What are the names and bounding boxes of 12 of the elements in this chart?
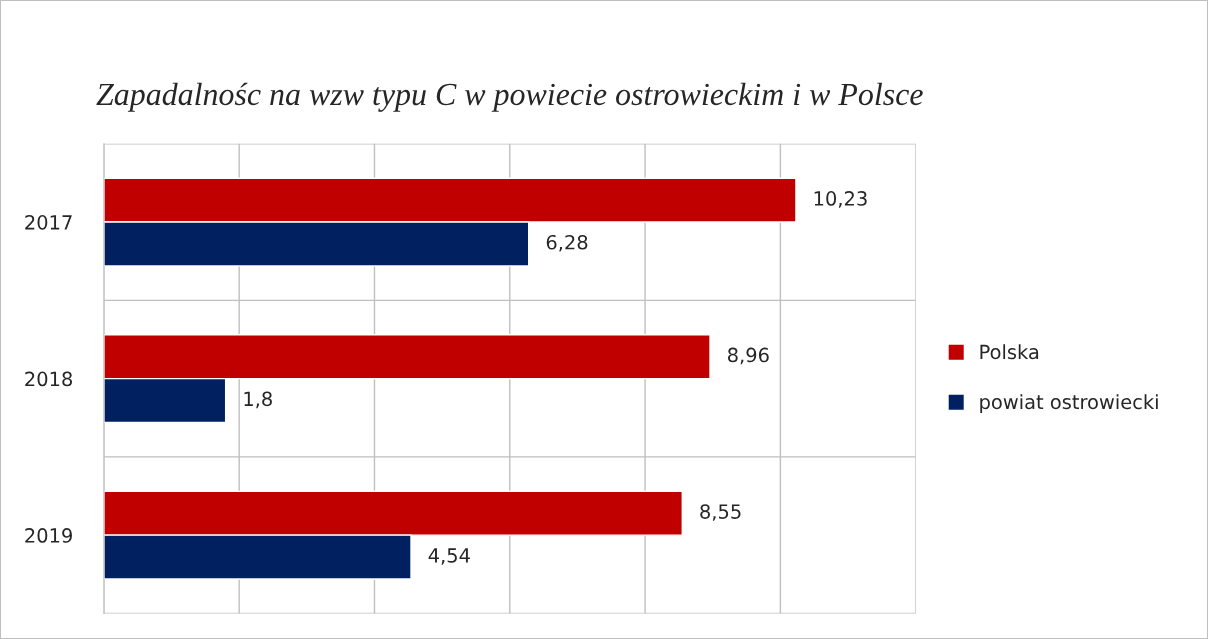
chart-title: Zapadalnośc na wzw typu C w powiecie ostrowieckim i w Polsce bbox=[96, 82, 923, 112]
data-label: 10,23 bbox=[814, 191, 867, 208]
data-label: 6,28 bbox=[546, 234, 588, 252]
legend-label: Polska bbox=[980, 344, 1039, 360]
legend-label: powiat ostrowiecki bbox=[980, 394, 1158, 413]
data-label: 8,55 bbox=[700, 504, 741, 521]
data-label: 1,8 bbox=[244, 391, 272, 409]
data-label: 4,54 bbox=[428, 548, 470, 565]
y-tick-label: 2019 bbox=[25, 528, 72, 543]
y-tick-label: 2018 bbox=[25, 371, 72, 387]
data-label: 8,96 bbox=[728, 347, 769, 365]
y-tick-label: 2017 bbox=[25, 215, 72, 230]
